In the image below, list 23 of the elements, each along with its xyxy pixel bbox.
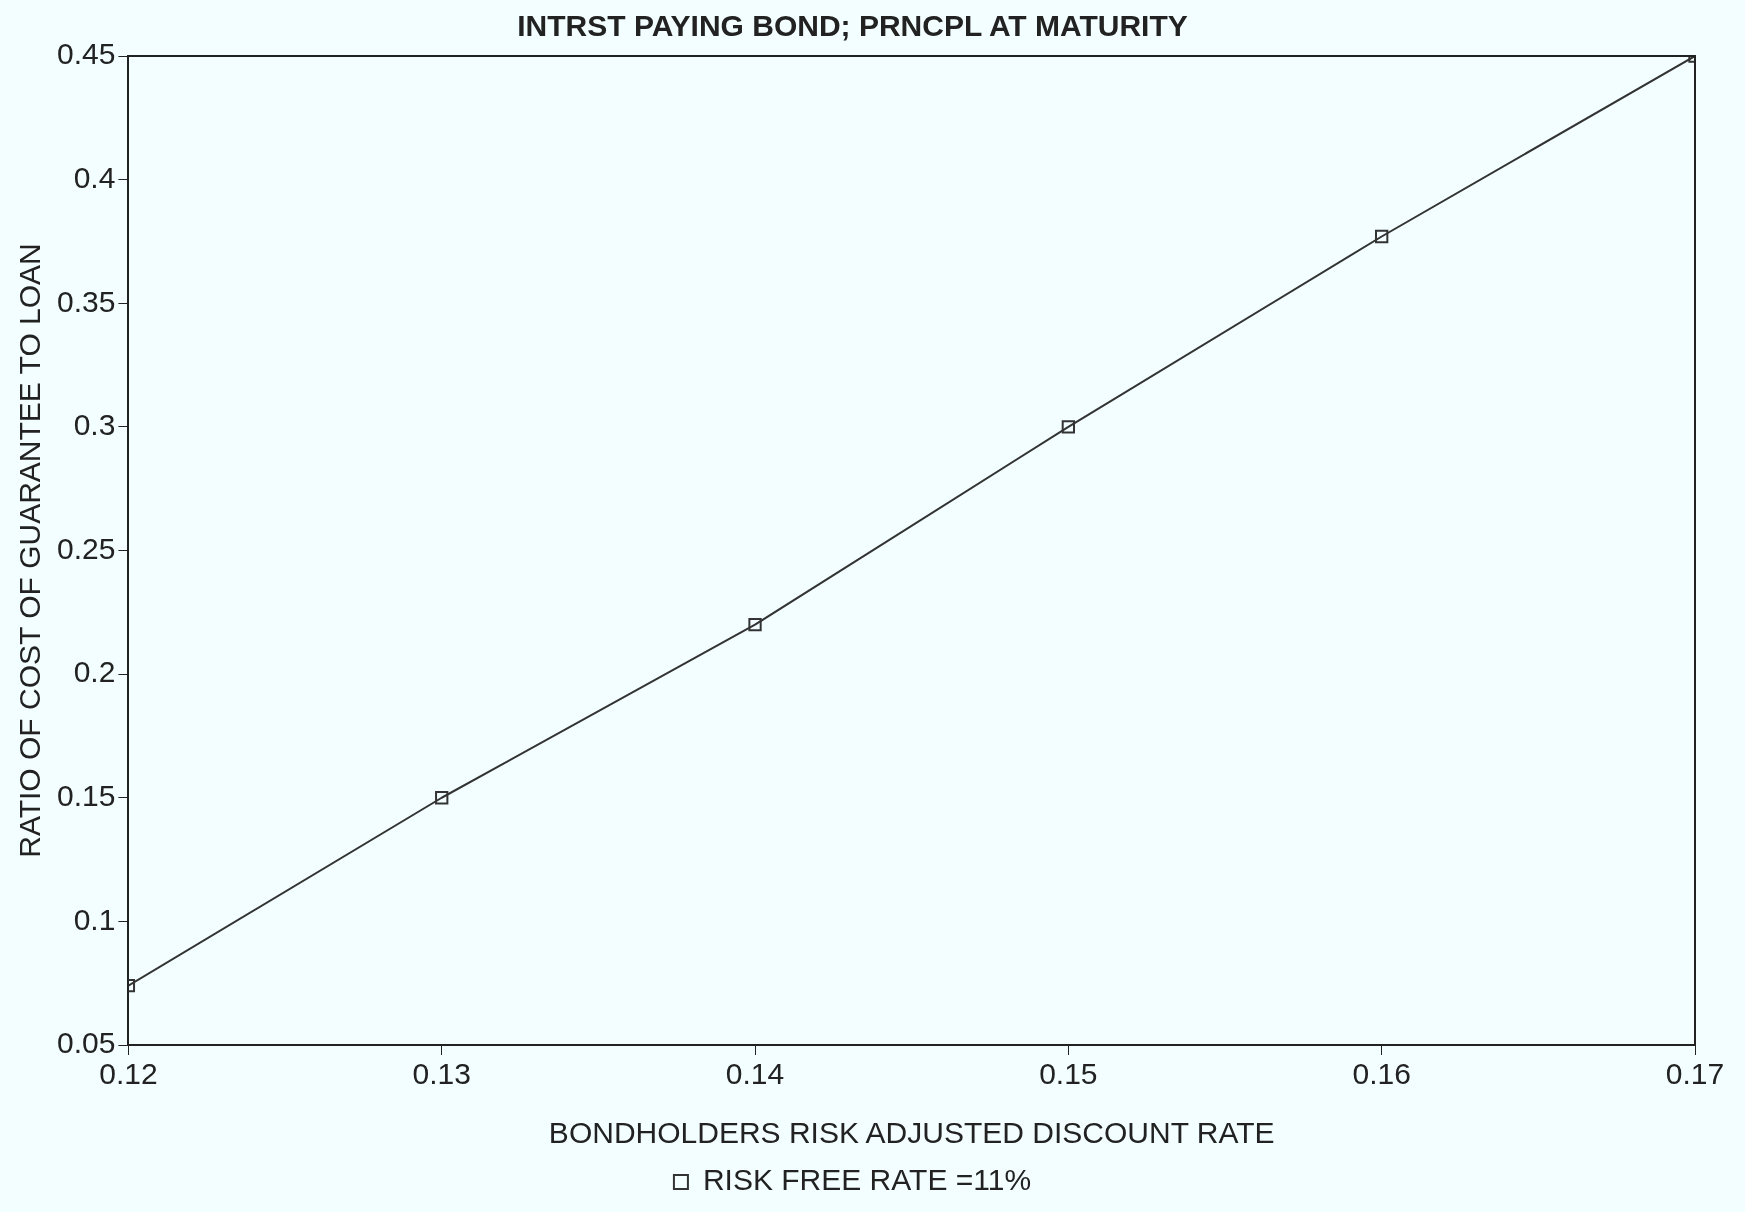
- point: [1375, 229, 1389, 244]
- legend-label: RISK FREE RATE =11%: [702, 1163, 1032, 1197]
- x-tick-label: 0.15: [1039, 1057, 1098, 1091]
- y-tick-label: 0.45: [57, 37, 116, 71]
- y-tick-label: 0.1: [73, 902, 116, 936]
- y-tick-label: 0.25: [57, 531, 116, 565]
- x-tick-label: 0.14: [725, 1057, 785, 1091]
- point: [435, 791, 449, 805]
- y-axis-title: RATIO OF COST OF GUARANTEE TO LOAN: [13, 243, 47, 858]
- y-tick-label: 0.4: [73, 160, 116, 194]
- chart-title: INTRST PAYING BOND; PRNCPL AT MATURITY: [517, 9, 1188, 43]
- y-tick-label: 0.15: [57, 779, 116, 813]
- x-tick-label: 0.17: [1665, 1057, 1725, 1091]
- point: [748, 618, 762, 632]
- x-tick-label: 0.16: [1352, 1057, 1411, 1091]
- x-axis-title: BONDHOLDERS RISK ADJUSTED DISCOUNT RATE: [548, 1116, 1275, 1150]
- y-tick-label: 0.35: [57, 284, 116, 318]
- y-tick-label: 0.2: [73, 655, 116, 689]
- x-tick-label: 0.12: [99, 1057, 158, 1091]
- y-tick-label: 0.3: [73, 408, 116, 442]
- x-tick-label: 0.13: [412, 1057, 471, 1091]
- y-tick-label: 0.05: [57, 1026, 116, 1060]
- point: [1061, 420, 1076, 434]
